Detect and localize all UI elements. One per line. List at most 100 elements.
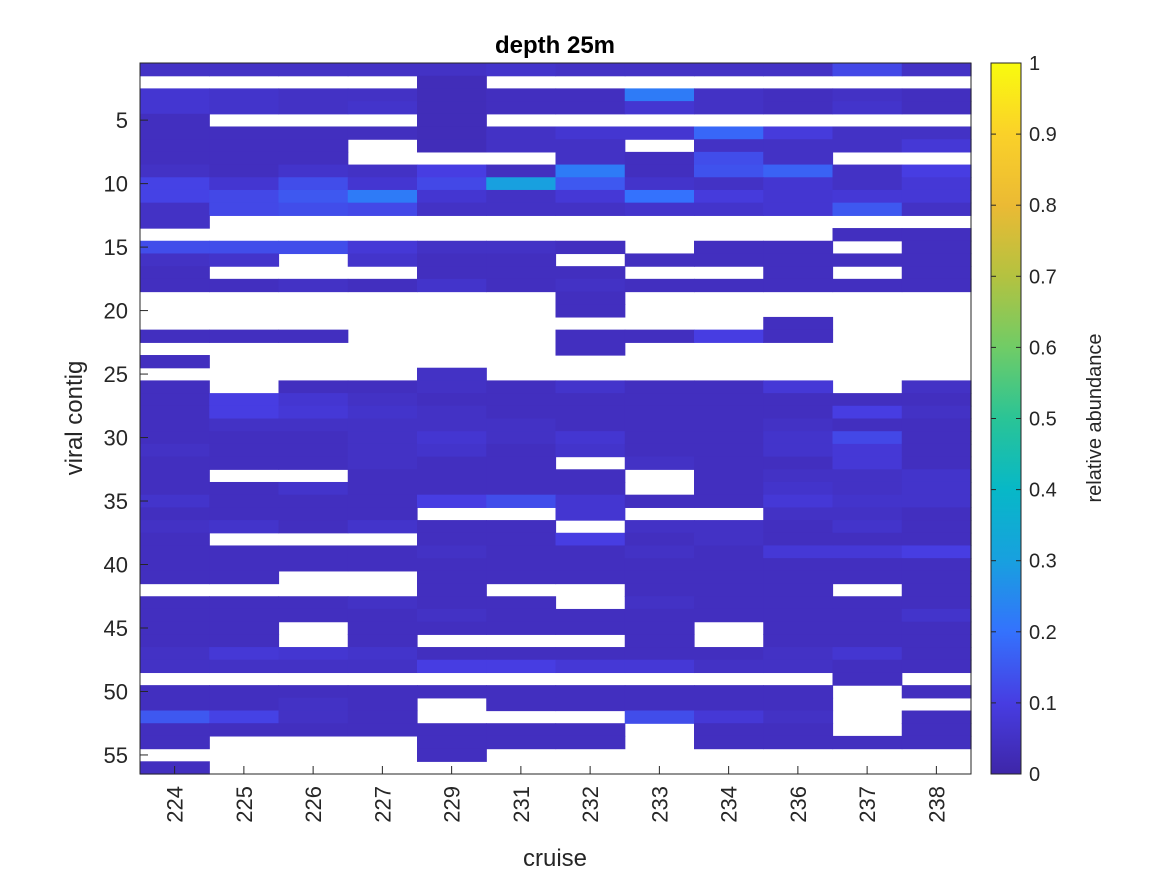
heatmap-cell bbox=[694, 735, 764, 750]
heatmap-cell bbox=[417, 177, 487, 191]
heatmap-cell bbox=[694, 685, 764, 699]
heatmap-cell bbox=[347, 393, 418, 407]
heatmap-cell bbox=[140, 240, 210, 255]
heatmap-cell bbox=[347, 189, 418, 204]
heatmap-cell bbox=[763, 532, 834, 547]
heatmap-cell bbox=[347, 405, 418, 420]
colorbar-ticks: 0 0.1 0.2 0.3 0.4 0.5 0.6 0.7 0.8 0.9 1 bbox=[991, 53, 1057, 786]
heatmap-cell bbox=[832, 545, 903, 559]
heatmap-cell bbox=[763, 710, 834, 724]
heatmap-cell bbox=[209, 596, 280, 610]
heatmap-cell bbox=[832, 532, 903, 547]
heatmap-cell bbox=[555, 570, 626, 585]
heatmap-cell bbox=[209, 393, 280, 407]
heatmap-cell bbox=[763, 202, 834, 216]
heatmap-cell bbox=[486, 697, 557, 712]
heatmap-cell bbox=[624, 177, 695, 191]
heatmap-cell bbox=[832, 520, 903, 534]
heatmap-cell bbox=[347, 88, 418, 102]
heatmap-cell bbox=[694, 723, 764, 737]
heatmap-cell bbox=[624, 685, 695, 699]
heatmap-cell bbox=[209, 139, 280, 153]
heatmap-cell bbox=[763, 278, 834, 293]
x-tick-label: 231 bbox=[509, 786, 534, 823]
heatmap-cell bbox=[347, 659, 418, 674]
heatmap-cell bbox=[901, 710, 972, 724]
heatmap-cell bbox=[140, 101, 210, 115]
heatmap-cell bbox=[901, 570, 972, 585]
heatmap-cell bbox=[417, 266, 487, 280]
heatmap-cell bbox=[347, 621, 418, 635]
heatmap-cell bbox=[417, 570, 487, 585]
heatmap-cell bbox=[278, 101, 349, 115]
heatmap-cell bbox=[555, 304, 626, 318]
heatmap-cell bbox=[901, 723, 972, 737]
heatmap-cell bbox=[694, 139, 764, 153]
heatmap-cell bbox=[555, 126, 626, 140]
heatmap-cell bbox=[209, 151, 280, 166]
heatmap-cell bbox=[278, 507, 349, 521]
heatmap-cell bbox=[417, 380, 487, 394]
heatmap-cell bbox=[694, 101, 764, 115]
heatmap-cell bbox=[694, 608, 764, 623]
heatmap-cell bbox=[555, 164, 626, 178]
heatmap-cell bbox=[278, 685, 349, 699]
heatmap-cell bbox=[901, 405, 972, 420]
heatmap-cell bbox=[278, 126, 349, 140]
heatmap-cell bbox=[624, 278, 695, 293]
heatmap-cell bbox=[417, 456, 487, 470]
heatmap-cell bbox=[832, 735, 903, 750]
colorbar-tick-label: 0.2 bbox=[1029, 622, 1057, 644]
heatmap-cell bbox=[832, 469, 903, 483]
x-tick-label: 236 bbox=[786, 786, 811, 823]
heatmap-cell bbox=[140, 697, 210, 712]
heatmap-cell bbox=[347, 164, 418, 178]
heatmap-cell bbox=[278, 177, 349, 191]
heatmap-cell bbox=[209, 494, 280, 508]
heatmap-cell bbox=[486, 189, 557, 204]
heatmap-cell bbox=[278, 558, 349, 572]
heatmap-cell bbox=[278, 596, 349, 610]
heatmap-cell bbox=[763, 520, 834, 534]
x-tick-label: 233 bbox=[647, 786, 672, 823]
heatmap-cell bbox=[140, 253, 210, 267]
colorbar-label: relative abundance bbox=[1084, 333, 1106, 502]
heatmap-cell bbox=[347, 481, 418, 496]
y-tick-label: 55 bbox=[104, 743, 128, 768]
heatmap-cell bbox=[417, 494, 487, 508]
heatmap-cell bbox=[278, 240, 349, 255]
heatmap-cell bbox=[694, 329, 764, 343]
heatmap-cell bbox=[624, 405, 695, 420]
heatmap-cell bbox=[209, 520, 280, 534]
heatmap-cell bbox=[763, 240, 834, 255]
colorbar: 0 0.1 0.2 0.3 0.4 0.5 0.6 0.7 0.8 0.9 1 relative a… bbox=[990, 53, 1106, 786]
heatmap-cell bbox=[417, 189, 487, 204]
heatmap-cell bbox=[347, 647, 418, 661]
heatmap-cell bbox=[901, 634, 972, 648]
heatmap-cell bbox=[209, 545, 280, 559]
heatmap-cell bbox=[486, 621, 557, 635]
heatmap-cell bbox=[278, 393, 349, 407]
heatmap-cell bbox=[555, 532, 626, 547]
heatmap-cell bbox=[694, 469, 764, 483]
heatmap-cell bbox=[832, 253, 903, 267]
colorbar-tick-label: 0.1 bbox=[1029, 693, 1057, 715]
heatmap-cell bbox=[555, 507, 626, 521]
heatmap-cell bbox=[832, 621, 903, 635]
heatmap-cell bbox=[624, 380, 695, 394]
heatmap-cell bbox=[486, 558, 557, 572]
heatmap-cell bbox=[140, 189, 210, 204]
heatmap-cell bbox=[624, 164, 695, 178]
heatmap-cell bbox=[347, 494, 418, 508]
heatmap-cell bbox=[417, 202, 487, 216]
heatmap-cell bbox=[417, 101, 487, 115]
heatmap-cell bbox=[901, 481, 972, 496]
y-tick-label: 25 bbox=[104, 362, 128, 387]
heatmap-cell bbox=[486, 253, 557, 267]
heatmap-cell bbox=[901, 240, 972, 255]
heatmap-cell bbox=[832, 418, 903, 432]
heatmap-cell bbox=[694, 596, 764, 610]
heatmap-cell bbox=[832, 431, 903, 445]
heatmap-cell bbox=[694, 240, 764, 255]
heatmap-cell bbox=[694, 177, 764, 191]
